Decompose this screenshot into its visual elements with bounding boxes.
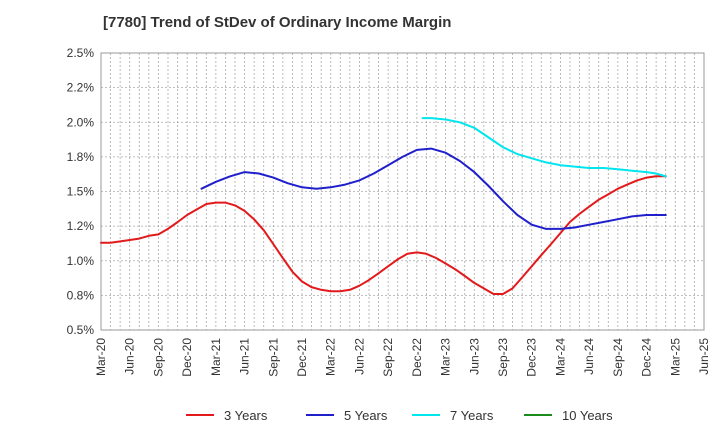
series-line <box>200 147 667 230</box>
plot-frame <box>100 52 705 331</box>
x-tick-label: Jun-23 <box>467 338 481 375</box>
x-tick-label: Mar-25 <box>668 338 682 376</box>
y-tick-label: 2.2% <box>67 81 95 95</box>
x-tick-label: Jun-20 <box>123 338 137 375</box>
x-tick-label: Dec-24 <box>640 338 654 377</box>
x-tick-label: Mar-23 <box>439 338 453 376</box>
series-layer <box>100 117 667 295</box>
y-tick-label: 0.8% <box>67 288 95 302</box>
legend-label: 10 Years <box>562 408 613 423</box>
x-tick-label: Sep-24 <box>611 338 625 377</box>
y-tick-label: 1.0% <box>67 254 95 268</box>
y-tick-label: 0.5% <box>67 323 95 337</box>
x-tick-label: Mar-24 <box>553 338 567 376</box>
grid-layer <box>101 53 704 330</box>
legend-label: 3 Years <box>224 408 268 423</box>
x-tick-label: Jun-24 <box>582 338 596 375</box>
x-tick-label: Sep-21 <box>266 338 280 377</box>
x-tick-label: Jun-25 <box>697 338 711 375</box>
y-tick-label: 1.5% <box>67 185 95 199</box>
y-tick-label: 2.0% <box>67 115 95 129</box>
x-tick-label: Dec-21 <box>295 338 309 377</box>
x-tick-label: Mar-22 <box>324 338 338 376</box>
chart-title: [7780] Trend of StDev of Ordinary Income… <box>103 14 452 31</box>
x-tick-label: Jun-21 <box>238 338 252 375</box>
y-tick-label: 1.2% <box>67 219 95 233</box>
series-line <box>421 117 667 178</box>
x-tick-label: Mar-20 <box>94 338 108 376</box>
x-tick-label: Dec-23 <box>525 338 539 377</box>
legend-label: 7 Years <box>450 408 494 423</box>
x-tick-label: Sep-20 <box>151 338 165 377</box>
series-line <box>100 175 667 295</box>
x-tick-label: Dec-20 <box>180 338 194 377</box>
legend-label: 5 Years <box>344 408 388 423</box>
axis-layer: 0.5% 0.8% 1.0% 1.2% 1.5% 1.8% 2.0% 2.2% 2.5% Mar-… <box>67 46 711 377</box>
x-tick-label: Mar-21 <box>209 338 223 376</box>
x-tick-label: Sep-22 <box>381 338 395 377</box>
x-tick-label: Dec-22 <box>410 338 424 377</box>
legend-layer: 3 Years 5 Years 7 Years 10 Years <box>186 408 613 423</box>
y-tick-label: 2.5% <box>67 46 95 60</box>
y-tick-label: 1.8% <box>67 150 95 164</box>
x-tick-label: Sep-23 <box>496 338 510 377</box>
x-tick-label: Jun-22 <box>352 338 366 375</box>
